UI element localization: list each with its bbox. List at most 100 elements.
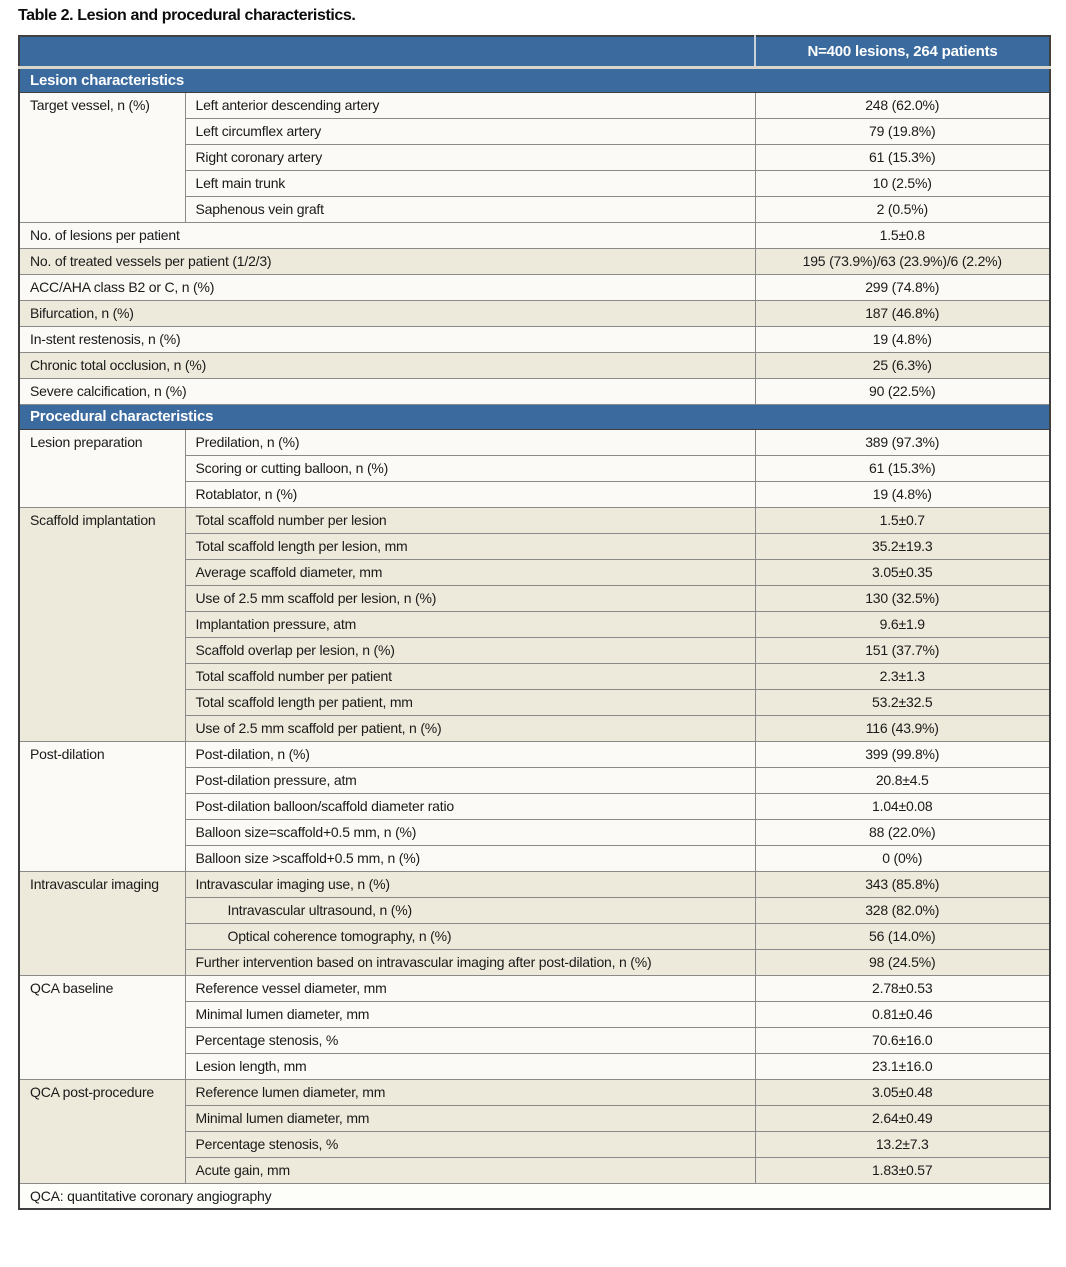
row-label-cell: Minimal lumen diameter, mm xyxy=(184,1104,756,1132)
table-row: Intravascular imaging Intravascular imagi… xyxy=(18,870,1051,976)
row-label-cell: Saphenous vein graft xyxy=(184,195,756,223)
row-label-cell: Total scaffold length per patient, mm xyxy=(184,688,756,716)
value-cell: 1.83±0.57 xyxy=(754,1156,1051,1184)
table-row: Post-dilation balloon/scaffold diameter … xyxy=(19,792,1051,820)
value-cell: 19 (4.8%) xyxy=(754,480,1051,508)
row-label-cell: Balloon size >scaffold+0.5 mm, n (%) xyxy=(184,844,756,872)
value-cell: 90 (22.5%) xyxy=(754,377,1051,405)
row-label-cell: Right coronary artery xyxy=(184,143,756,171)
value-cell: 19 (4.8%) xyxy=(754,325,1051,353)
group-label-cell: QCA post-procedure xyxy=(18,1078,186,1184)
value-cell: 299 (74.8%) xyxy=(754,273,1051,301)
value-cell: 9.6±1.9 xyxy=(754,610,1051,638)
row-label-cell: No. of treated vessels per patient (1/2/… xyxy=(18,247,756,275)
row-label-cell: Post-dilation balloon/scaffold diameter … xyxy=(184,792,756,820)
table-body: Lesion characteristics Target vessel, n (… xyxy=(18,66,1051,1184)
row-label-cell: Lesion length, mm xyxy=(184,1052,756,1080)
table-row: QCA post-procedure Reference lumen diamet… xyxy=(18,1078,1051,1184)
value-cell: 56 (14.0%) xyxy=(754,922,1051,950)
row-label-cell: Acute gain, mm xyxy=(184,1156,756,1184)
row-label-cell: Bifurcation, n (%) xyxy=(18,299,756,327)
row-label-cell: Total scaffold length per lesion, mm xyxy=(184,532,756,560)
row-label-cell: No. of lesions per patient xyxy=(18,221,756,249)
value-cell: 79 (19.8%) xyxy=(754,117,1051,145)
value-cell: 25 (6.3%) xyxy=(754,351,1051,379)
value-cell: 2.3±1.3 xyxy=(754,662,1051,690)
row-label-cell: Left anterior descending artery xyxy=(184,91,756,119)
row-label-cell: Optical coherence tomography, n (%) xyxy=(184,922,756,950)
lesion-procedural-table: N=400 lesions, 264 patients Lesion chara… xyxy=(18,35,1051,1210)
value-cell: 116 (43.9%) xyxy=(754,714,1051,742)
table-row: Rotablator, n (%) 19 (4.8%) xyxy=(19,480,1051,508)
table-row: Intravascular ultrasound, n (%) 328 (82.0… xyxy=(19,896,1051,924)
value-cell: 23.1±16.0 xyxy=(754,1052,1051,1080)
table-row: ACC/AHA class B2 or C, n (%) 299 (74.8%) xyxy=(18,273,1051,301)
row-label-cell: Minimal lumen diameter, mm xyxy=(184,1000,756,1028)
value-cell: 88 (22.0%) xyxy=(754,818,1051,846)
value-cell: 130 (32.5%) xyxy=(754,584,1051,612)
table-header-row: N=400 lesions, 264 patients xyxy=(19,36,1050,69)
table-row: Severe calcification, n (%) 90 (22.5%) xyxy=(18,377,1051,405)
row-label-cell: Scaffold overlap per lesion, n (%) xyxy=(184,636,756,664)
row-label-cell: Percentage stenosis, % xyxy=(184,1130,756,1158)
value-cell: 2.78±0.53 xyxy=(754,974,1051,1002)
row-label-cell: Balloon size=scaffold+0.5 mm, n (%) xyxy=(184,818,756,846)
table-row: In-stent restenosis, n (%) 19 (4.8%) xyxy=(18,325,1051,353)
table-row: Scaffold overlap per lesion, n (%) 151 (3… xyxy=(19,636,1051,664)
value-cell: 98 (24.5%) xyxy=(754,948,1051,976)
value-cell: 0.81±0.46 xyxy=(754,1000,1051,1028)
value-cell: 195 (73.9%)/63 (23.9%)/6 (2.2%) xyxy=(754,247,1051,275)
value-cell: 3.05±0.35 xyxy=(754,558,1051,586)
value-cell: 70.6±16.0 xyxy=(754,1026,1051,1054)
value-cell: 151 (37.7%) xyxy=(754,636,1051,664)
row-label-cell: Rotablator, n (%) xyxy=(184,480,756,508)
table-row: Scoring or cutting balloon, n (%) 61 (15.… xyxy=(19,454,1051,482)
value-cell: 20.8±4.5 xyxy=(754,766,1051,794)
row-label-cell: Use of 2.5 mm scaffold per patient, n (%… xyxy=(184,714,756,742)
value-cell: 61 (15.3%) xyxy=(754,454,1051,482)
group-label-cell: Post-dilation xyxy=(18,740,186,872)
table-row: QCA baseline Reference vessel diameter, m… xyxy=(18,974,1051,1080)
group-label-cell: Scaffold implantation xyxy=(18,506,186,742)
table-row: Further intervention based on intravascu… xyxy=(19,948,1051,976)
row-label-cell: Predilation, n (%) xyxy=(184,428,756,456)
row-label-cell: Left main trunk xyxy=(184,169,756,197)
value-cell: 1.04±0.08 xyxy=(754,792,1051,820)
row-label-cell: In-stent restenosis, n (%) xyxy=(18,325,756,353)
group-label-cell: Intravascular imaging xyxy=(18,870,186,976)
table-row: Total scaffold number per patient 2.3±1.3 xyxy=(19,662,1051,690)
table-row: Chronic total occlusion, n (%) 25 (6.3%) xyxy=(18,351,1051,379)
footnote: QCA: quantitative coronary angiography xyxy=(19,1182,1050,1209)
table-row: Lesion preparation Predilation, n (%) 389 … xyxy=(18,428,1051,508)
group-label-cell: Lesion preparation xyxy=(18,428,186,508)
table-row: Implantation pressure, atm 9.6±1.9 xyxy=(19,610,1051,638)
row-label-cell: Chronic total occlusion, n (%) xyxy=(18,351,756,379)
row-label-cell: Use of 2.5 mm scaffold per lesion, n (%) xyxy=(184,584,756,612)
row-label-cell: Total scaffold number per patient xyxy=(184,662,756,690)
value-cell: 389 (97.3%) xyxy=(754,428,1051,456)
group-label-cell: Target vessel, n (%) xyxy=(18,91,186,223)
section-header-row: Procedural characteristics xyxy=(19,403,1050,430)
table-row: Balloon size=scaffold+0.5 mm, n (%) 88 (2… xyxy=(19,818,1051,846)
value-cell: 343 (85.8%) xyxy=(754,870,1051,898)
table-row: Lesion length, mm 23.1±16.0 xyxy=(19,1052,1051,1080)
value-cell: 0 (0%) xyxy=(754,844,1051,872)
value-cell: 2 (0.5%) xyxy=(754,195,1051,223)
footnote-row: QCA: quantitative coronary angiography xyxy=(19,1182,1050,1209)
table-row: Total scaffold length per patient, mm 53.… xyxy=(19,688,1051,716)
row-label-cell: Percentage stenosis, % xyxy=(184,1026,756,1054)
table-row: Minimal lumen diameter, mm 2.64±0.49 xyxy=(19,1104,1051,1132)
table-row: Scaffold implantation Total scaffold numb… xyxy=(18,506,1051,742)
row-label-cell: Implantation pressure, atm xyxy=(184,610,756,638)
value-cell: 61 (15.3%) xyxy=(754,143,1051,171)
value-cell: 1.5±0.8 xyxy=(754,221,1051,249)
value-cell: 53.2±32.5 xyxy=(754,688,1051,716)
row-label-cell: Severe calcification, n (%) xyxy=(18,377,756,405)
row-label-cell: Reference lumen diameter, mm xyxy=(184,1078,756,1106)
row-label-cell: ACC/AHA class B2 or C, n (%) xyxy=(18,273,756,301)
group-label-cell: QCA baseline xyxy=(18,974,186,1080)
table-row: No. of lesions per patient 1.5±0.8 xyxy=(18,221,1051,249)
table-row: Average scaffold diameter, mm 3.05±0.35 xyxy=(19,558,1051,586)
section-header: Procedural characteristics xyxy=(19,403,1050,430)
